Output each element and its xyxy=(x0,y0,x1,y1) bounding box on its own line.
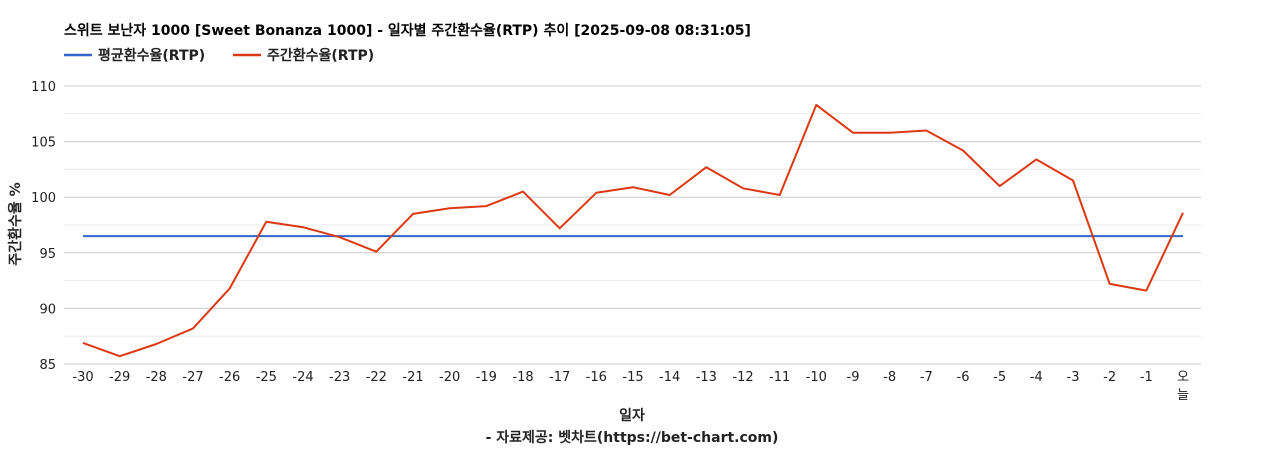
x-tick-label: -21 xyxy=(402,370,423,385)
x-tick-label: -13 xyxy=(696,370,717,385)
x-tick-label: -18 xyxy=(512,370,533,385)
x-tick-label: -8 xyxy=(883,370,896,385)
x-tick-label: -4 xyxy=(1030,370,1043,385)
x-tick-label: -2 xyxy=(1103,370,1116,385)
x-tick-label: -25 xyxy=(256,370,277,385)
x-tick-label: -20 xyxy=(439,370,460,385)
series-line-weekly xyxy=(82,103,1184,358)
y-tick-label: 90 xyxy=(39,302,56,317)
y-tick-label: 110 xyxy=(31,80,56,95)
x-tick-label: -7 xyxy=(920,370,933,385)
legend-label-weekly: 주간환수율(RTP) xyxy=(267,47,374,64)
gridlines xyxy=(64,85,1201,365)
credit-text: - 자료제공: 벳차트(https://bet-chart.com) xyxy=(486,429,779,446)
x-tick-label: -22 xyxy=(366,370,387,385)
x-tick-label: -23 xyxy=(329,370,350,385)
x-tick-label: -16 xyxy=(586,370,607,385)
x-axis-ticks: -30 -29 -28 -27 -26 -25 -24 -23 -22 -21 -20 -19 -18 -… xyxy=(72,370,1189,403)
legend: 평균환수율(RTP) 주간환수율(RTP) xyxy=(64,47,374,64)
y-axis-ticks: 85 90 95 100 105 110 xyxy=(31,80,56,373)
x-tick-label: -30 xyxy=(72,370,93,385)
x-tick-label: -5 xyxy=(993,370,1006,385)
x-tick-label: -3 xyxy=(1067,370,1080,385)
y-tick-label: 85 xyxy=(39,358,56,373)
x-tick-label: -11 xyxy=(769,370,790,385)
x-tick-label: -6 xyxy=(957,370,970,385)
x-tick-label: -24 xyxy=(292,370,313,385)
chart-title: 스위트 보난자 1000 [Sweet Bonanza 1000] - 일자별 … xyxy=(64,22,751,39)
series-lines xyxy=(82,103,1184,358)
x-tick-label: -19 xyxy=(476,370,497,385)
y-tick-label: 95 xyxy=(39,247,56,262)
x-tick-label: -28 xyxy=(146,370,167,385)
y-tick-label: 100 xyxy=(31,191,56,206)
x-tick-label: -27 xyxy=(182,370,203,385)
x-tick-label: -26 xyxy=(219,370,240,385)
x-tick-label: -14 xyxy=(659,370,680,385)
y-axis-title: 주간환수율 % xyxy=(7,182,24,265)
x-tick-label: -10 xyxy=(806,370,827,385)
x-tick-label: -15 xyxy=(622,370,643,385)
x-tick-label: -12 xyxy=(732,370,753,385)
legend-label-avg: 평균환수율(RTP) xyxy=(98,47,205,64)
x-tick-label: -17 xyxy=(549,370,570,385)
x-axis-title: 일자 xyxy=(619,408,645,424)
x-tick-label: -29 xyxy=(109,370,130,385)
x-tick-label: -1 xyxy=(1140,370,1153,385)
y-tick-label: 105 xyxy=(31,136,56,151)
x-tick-label: -9 xyxy=(847,370,860,385)
